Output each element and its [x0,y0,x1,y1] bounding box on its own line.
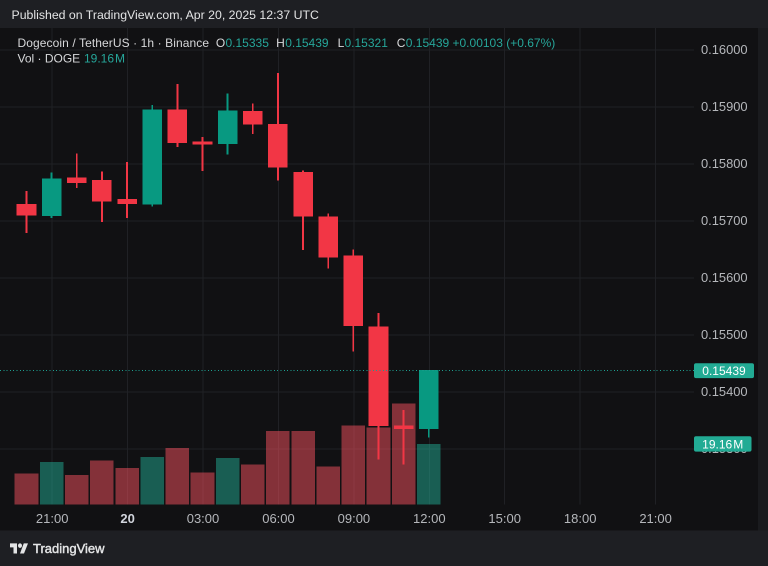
svg-text:L: L [338,36,345,50]
svg-text:TradingView: TradingView [33,541,105,556]
svg-text:H: H [276,36,285,50]
svg-text:12:00: 12:00 [413,511,446,526]
svg-text:Vol · DOGE: Vol · DOGE [18,51,81,65]
svg-text:0.15800: 0.15800 [701,156,748,171]
svg-text:18:00: 18:00 [564,511,597,526]
svg-text:O: O [216,36,225,50]
svg-text:+0.00103 (+0.67%): +0.00103 (+0.67%) [453,36,556,50]
svg-text:03:00: 03:00 [187,511,220,526]
svg-text:0.16000: 0.16000 [701,42,748,57]
svg-text:21:00: 21:00 [36,511,69,526]
svg-text:09:00: 09:00 [338,511,371,526]
svg-text:0.15900: 0.15900 [701,99,748,114]
svg-text:19.16 M: 19.16 M [702,437,743,451]
svg-text:0.15439: 0.15439 [702,364,746,378]
svg-text:0.15321: 0.15321 [345,36,389,50]
svg-text:0.15400: 0.15400 [701,384,748,399]
svg-text:0.15335: 0.15335 [226,36,270,50]
svg-text:0.15439: 0.15439 [285,36,329,50]
svg-text:Dogecoin / TetherUS · 1h · Bin: Dogecoin / TetherUS · 1h · Binance [18,36,210,50]
svg-text:0.15500: 0.15500 [701,327,748,342]
svg-text:20: 20 [120,511,134,526]
svg-text:Published on TradingView.com,: Published on TradingView.com, Apr 20, 20… [12,8,320,22]
svg-text:0.15439: 0.15439 [406,36,450,50]
svg-text:0.15600: 0.15600 [701,270,748,285]
svg-text:06:00: 06:00 [262,511,295,526]
svg-text:19.16 M: 19.16 M [84,51,125,65]
svg-text:C: C [397,36,406,50]
svg-text:0.15700: 0.15700 [701,213,748,228]
svg-text:21:00: 21:00 [639,511,672,526]
svg-text:15:00: 15:00 [488,511,521,526]
